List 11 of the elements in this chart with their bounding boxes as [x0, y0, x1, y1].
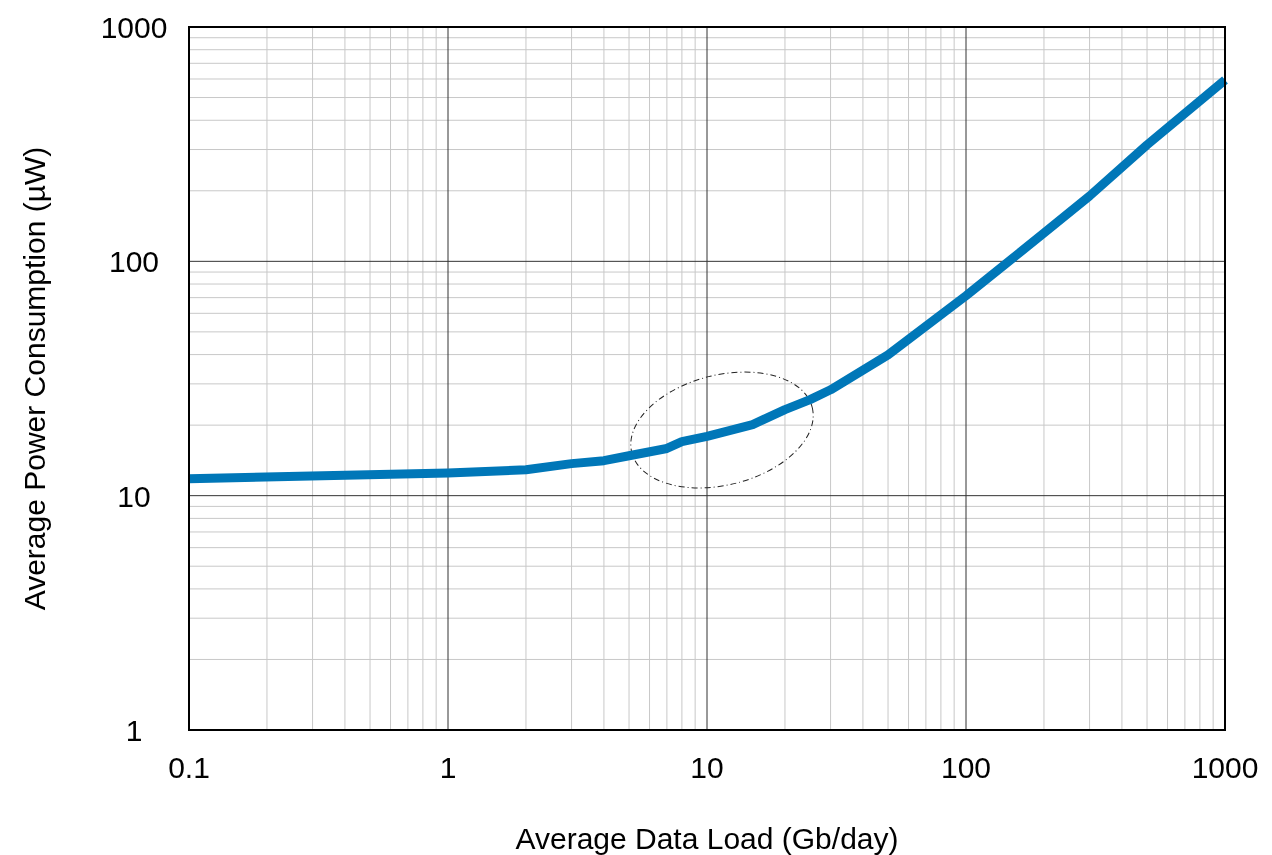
y-tick-label: 1: [125, 714, 143, 747]
y-axis-title: Average Power Consumption (µW): [18, 146, 51, 611]
x-axis-title: Average Data Load (Gb/day): [515, 822, 899, 855]
y-tick-label: 1000: [100, 11, 168, 44]
x-tick-label: 10: [690, 751, 724, 784]
y-tick-label: 10: [117, 479, 151, 513]
x-tick-label: 1000: [1191, 751, 1259, 784]
x-tick-label: 100: [940, 751, 992, 784]
x-tick-label: 0.1: [168, 751, 210, 784]
y-tick-label: 100: [108, 245, 160, 279]
x-tick-label: 1: [439, 751, 457, 784]
